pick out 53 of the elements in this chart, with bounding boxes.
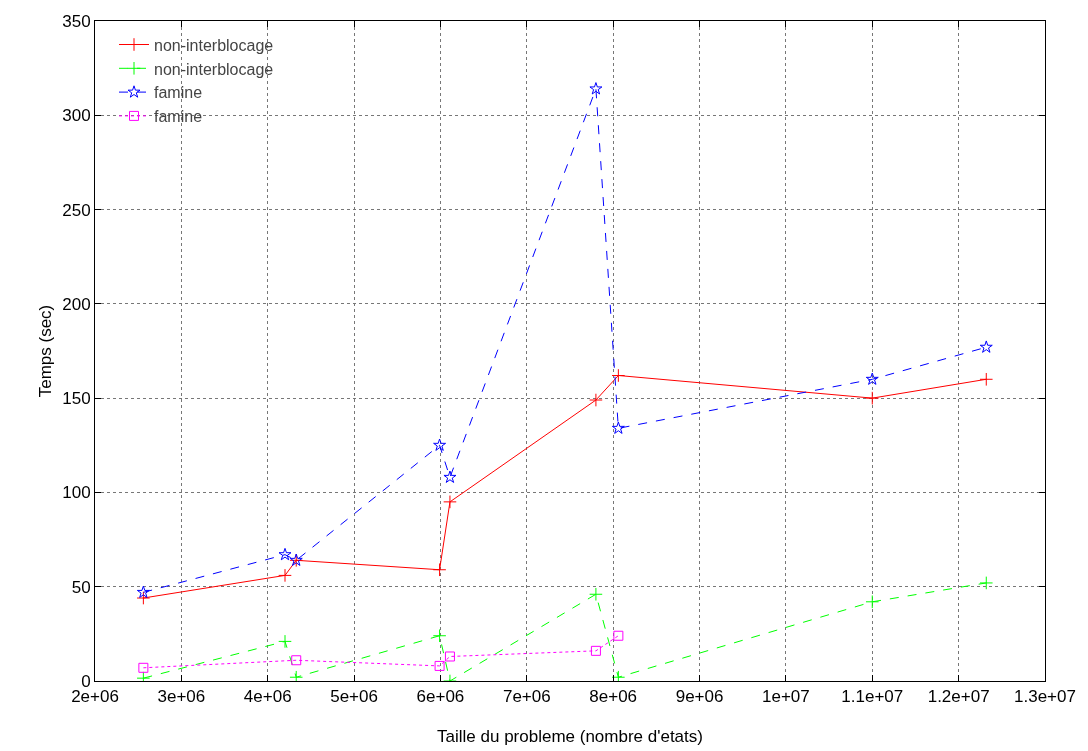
point [613,630,624,641]
point [589,82,603,95]
legend-label: famine [154,108,203,126]
y-tick-label: 350 [62,11,91,31]
y-axis-title: Temps (sec) [36,304,55,398]
x-axis-title: Taille du probleme (nombre d'etats) [437,727,703,746]
point [611,670,626,681]
x-tick-label: 1.3e+07 [1014,687,1076,707]
point [291,655,302,666]
point [611,421,625,434]
point [432,628,447,643]
point [590,645,601,656]
point [589,393,603,407]
point [865,372,879,385]
x-tick-label: 7e+06 [502,687,551,707]
x-tick-label: 9e+06 [675,687,724,707]
y-tick-label: 300 [62,106,91,126]
legend-label: non-interblocage [154,60,274,78]
point [979,340,993,353]
y-tick-label: 150 [62,389,91,409]
point [136,585,150,598]
y-tick-label: 250 [62,200,91,220]
point [611,368,626,383]
point [278,568,292,583]
point [433,438,447,451]
point [443,495,457,509]
point [136,591,151,605]
point [865,595,880,609]
x-tick-label: 6e+06 [416,687,465,707]
legend-label: famine [154,84,203,102]
point [443,470,457,483]
point [444,651,455,662]
x-tick-label: 1e+07 [762,687,810,707]
point [138,662,149,673]
point [278,634,292,649]
x-tick-label: 1.1e+07 [841,687,904,707]
point [865,391,880,405]
point [979,372,994,387]
x-tick-label: 3e+06 [157,687,206,707]
point [434,660,445,671]
point [432,562,447,577]
y-tick-label: 200 [62,294,91,314]
point [278,547,292,561]
legend-label: non-interblocage [154,36,274,54]
x-tick-label: 1.2e+07 [927,687,990,707]
point [589,587,603,602]
y-tick-label: 100 [62,483,91,503]
point [289,670,304,681]
x-tick-label: 4e+06 [243,687,292,707]
point [979,576,994,590]
y-tick-label: 50 [71,577,91,597]
x-tick-label: 5e+06 [330,687,378,707]
x-tick-label: 8e+06 [589,687,638,707]
